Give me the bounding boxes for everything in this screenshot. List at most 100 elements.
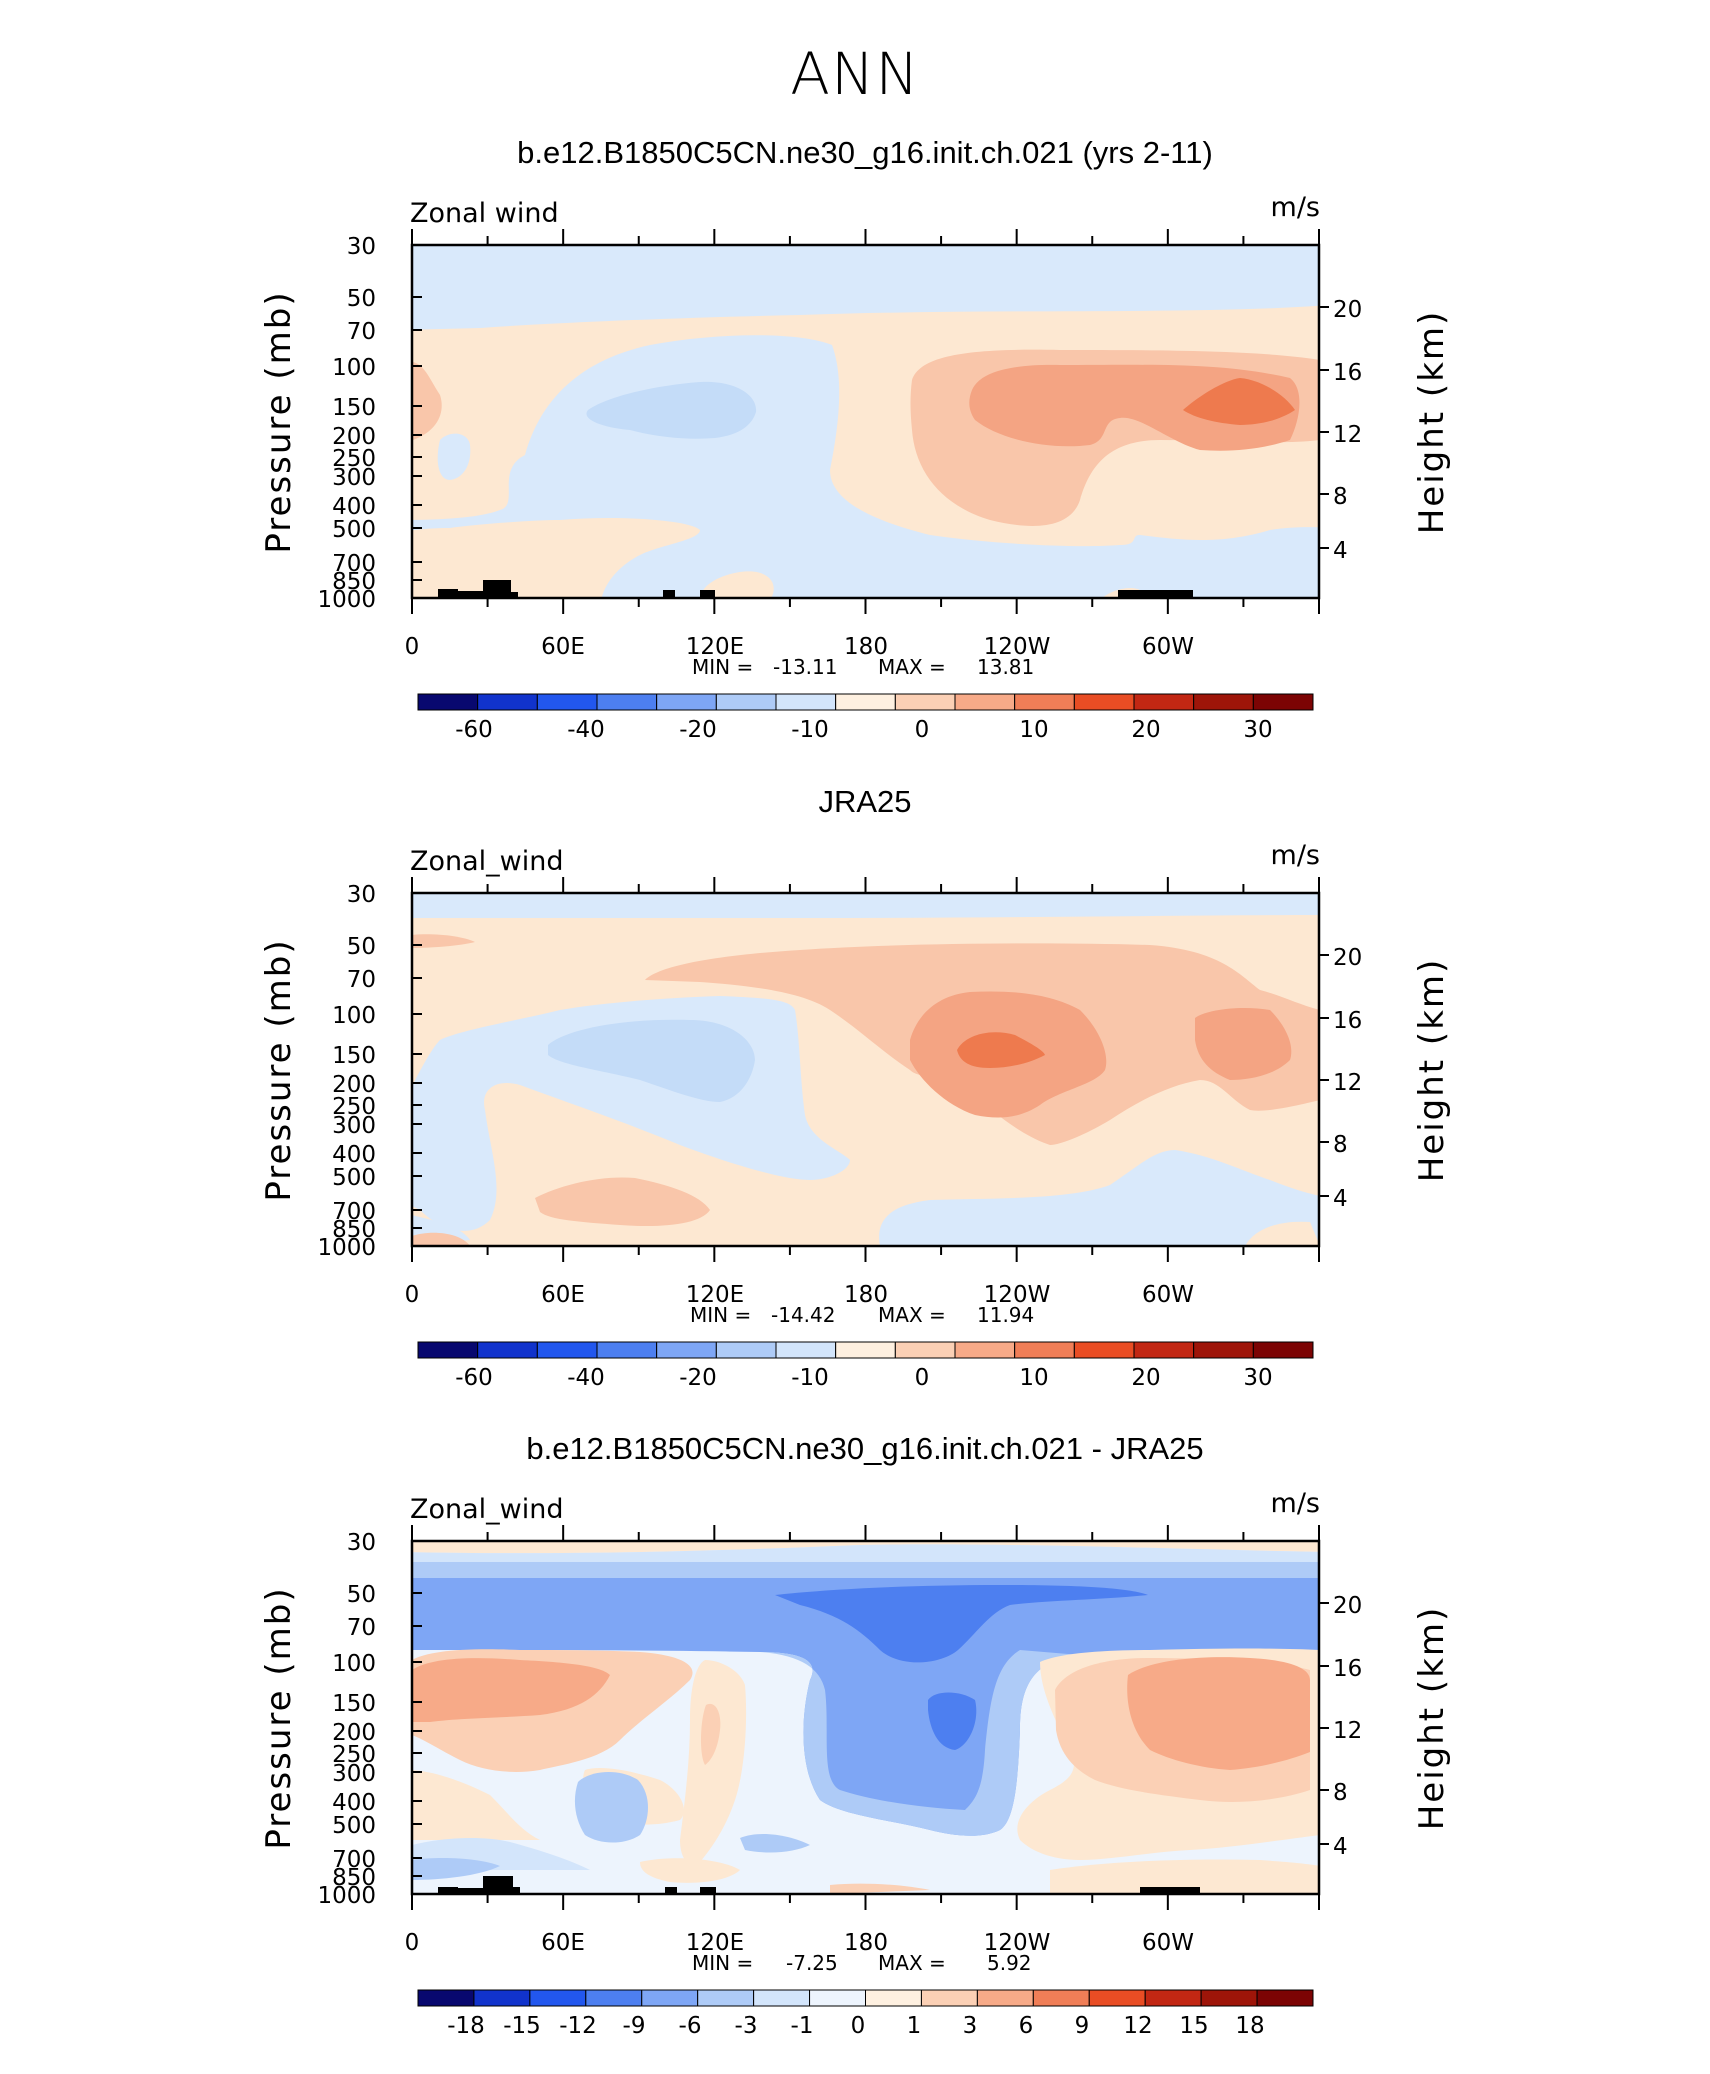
- colorbar-swatch: [417, 693, 479, 711]
- colorbar-label: -40: [567, 1365, 605, 1391]
- longitude-tick-label: 120E: [686, 1930, 744, 1956]
- colorbar-label: 0: [851, 2013, 866, 2039]
- topography-mask: [700, 1887, 716, 1894]
- contour-fill: [1195, 1007, 1292, 1080]
- colorbar-swatch: [920, 1989, 978, 2007]
- colorbar-swatch: [1252, 693, 1314, 711]
- colorbar-label: -40: [567, 717, 605, 743]
- panel-2-longitude-axis: 0 60E 120E 180 120W 60W: [405, 1282, 1194, 1308]
- pressure-tick-label: 700: [332, 1199, 376, 1225]
- colorbar-swatch: [954, 1341, 1016, 1359]
- colorbar-swatch: [1073, 693, 1135, 711]
- panel-3-units-label: m/s: [1271, 1488, 1320, 1519]
- topography-mask: [663, 590, 675, 598]
- colorbar-swatch: [529, 1989, 587, 2007]
- panel-3-pressure-axis: 30 50 70 100 150 200 250 300 400 500 700…: [317, 1530, 376, 1909]
- colorbar-swatch: [1252, 1341, 1314, 1359]
- longitude-tick-label: 180: [844, 634, 888, 660]
- panel-2-max-value: 11.94: [977, 1303, 1034, 1327]
- pressure-tick-label: 30: [347, 1530, 376, 1556]
- panel-2-y-axis-title: Pressure (mb): [259, 938, 299, 1201]
- topography-mask: [455, 1888, 485, 1894]
- contour-fill: [412, 1541, 1319, 1554]
- colorbar-swatch: [536, 1341, 598, 1359]
- height-tick-label: 12: [1333, 1718, 1362, 1744]
- colorbar-swatch: [715, 1341, 777, 1359]
- contour-fill: [740, 1834, 810, 1853]
- panel-2-y2-axis-title: Height (km): [1412, 958, 1452, 1183]
- panel-3-longitude-axis: 0 60E 120E 180 120W 60W: [405, 1930, 1194, 1956]
- colorbar-label: -60: [455, 1365, 493, 1391]
- pressure-tick-label: 850: [332, 569, 376, 595]
- contour-fill: [437, 433, 471, 480]
- colorbar-label: 12: [1123, 2013, 1152, 2039]
- contour-fill: [928, 1692, 977, 1750]
- colorbar-swatch: [976, 1989, 1034, 2007]
- colorbar-label: 10: [1019, 1365, 1048, 1391]
- longitude-tick-label: 180: [844, 1930, 888, 1956]
- height-tick-label: 12: [1333, 422, 1362, 448]
- height-tick-label: 20: [1333, 945, 1362, 971]
- colorbar-swatch: [1200, 1989, 1258, 2007]
- colorbar-swatch: [1032, 1989, 1090, 2007]
- pressure-tick-label: 1000: [317, 1235, 376, 1261]
- colorbar-swatch: [656, 693, 717, 711]
- panel-3-height-axis: 20 16 12 8 4: [1333, 1593, 1362, 1860]
- colorbar-swatch: [417, 1341, 479, 1359]
- panel-1-contour-field: [412, 245, 1319, 598]
- pressure-tick-label: 200: [332, 424, 376, 450]
- panel-2-units-label: m/s: [1271, 840, 1320, 871]
- panel-3-tick-marks: [411, 1525, 1329, 1910]
- colorbar-label: 30: [1243, 1365, 1272, 1391]
- colorbar-swatch: [596, 693, 658, 711]
- pressure-tick-label: 700: [332, 1847, 376, 1873]
- panel-1-y-axis-title: Pressure (mb): [259, 290, 299, 553]
- panel-3-title: b.e12.B1850C5CN.ne30_g16.init.ch.021 - J…: [526, 1431, 1203, 1466]
- panel-3-max-label: MAX =: [878, 1951, 946, 1975]
- pressure-tick-label: 150: [332, 395, 376, 421]
- colorbar-swatch: [1014, 693, 1075, 711]
- pressure-tick-label: 50: [347, 286, 376, 312]
- colorbar-swatch: [954, 693, 1016, 711]
- longitude-tick-label: 60W: [1142, 634, 1194, 660]
- pressure-tick-label: 70: [347, 1615, 376, 1641]
- contour-fill: [775, 1585, 1148, 1663]
- pressure-tick-label: 250: [332, 1094, 376, 1120]
- colorbar-swatch: [894, 1341, 956, 1359]
- pressure-tick-label: 500: [332, 1813, 376, 1839]
- contour-fill: [412, 893, 1319, 919]
- colorbar-swatch: [1256, 1989, 1314, 2007]
- panel-1-variable-label: Zonal wind: [410, 198, 559, 229]
- panel-2-contour-field: [412, 893, 1319, 1246]
- pressure-tick-label: 400: [332, 1790, 376, 1816]
- pressure-tick-label: 500: [332, 1165, 376, 1191]
- pressure-tick-label: 250: [332, 1742, 376, 1768]
- contour-fill: [548, 1019, 755, 1102]
- colorbar-label: -18: [447, 2013, 485, 2039]
- contour-fill: [1127, 1657, 1310, 1770]
- pressure-tick-label: 500: [332, 517, 376, 543]
- colorbar-swatch: [536, 693, 598, 711]
- panel-3-colorbar: [417, 1989, 1314, 2007]
- longitude-tick-label: 0: [405, 1282, 420, 1308]
- colorbar-label: 3: [963, 2013, 978, 2039]
- longitude-tick-label: 60W: [1142, 1282, 1194, 1308]
- height-tick-label: 12: [1333, 1070, 1362, 1096]
- colorbar-swatch: [894, 693, 956, 711]
- colorbar-label: 15: [1179, 2013, 1208, 2039]
- pressure-tick-label: 300: [332, 1113, 376, 1139]
- pressure-tick-label: 50: [347, 934, 376, 960]
- contour-fill: [412, 245, 1319, 330]
- contour-fill: [640, 1858, 740, 1883]
- colorbar-swatch: [1133, 693, 1195, 711]
- colorbar-label: -10: [791, 1365, 829, 1391]
- longitude-tick-label: 60E: [541, 634, 585, 660]
- contour-fill: [412, 1770, 540, 1840]
- colorbar-swatch: [715, 693, 777, 711]
- pressure-tick-label: 150: [332, 1043, 376, 1069]
- pressure-tick-label: 30: [347, 234, 376, 260]
- pressure-tick-label: 300: [332, 465, 376, 491]
- panel-2-pressure-axis: 30 50 70 100 150 200 250 300 400 500 700…: [317, 882, 376, 1261]
- panel-2-max-label: MAX =: [878, 1303, 946, 1327]
- topography-mask: [700, 590, 715, 598]
